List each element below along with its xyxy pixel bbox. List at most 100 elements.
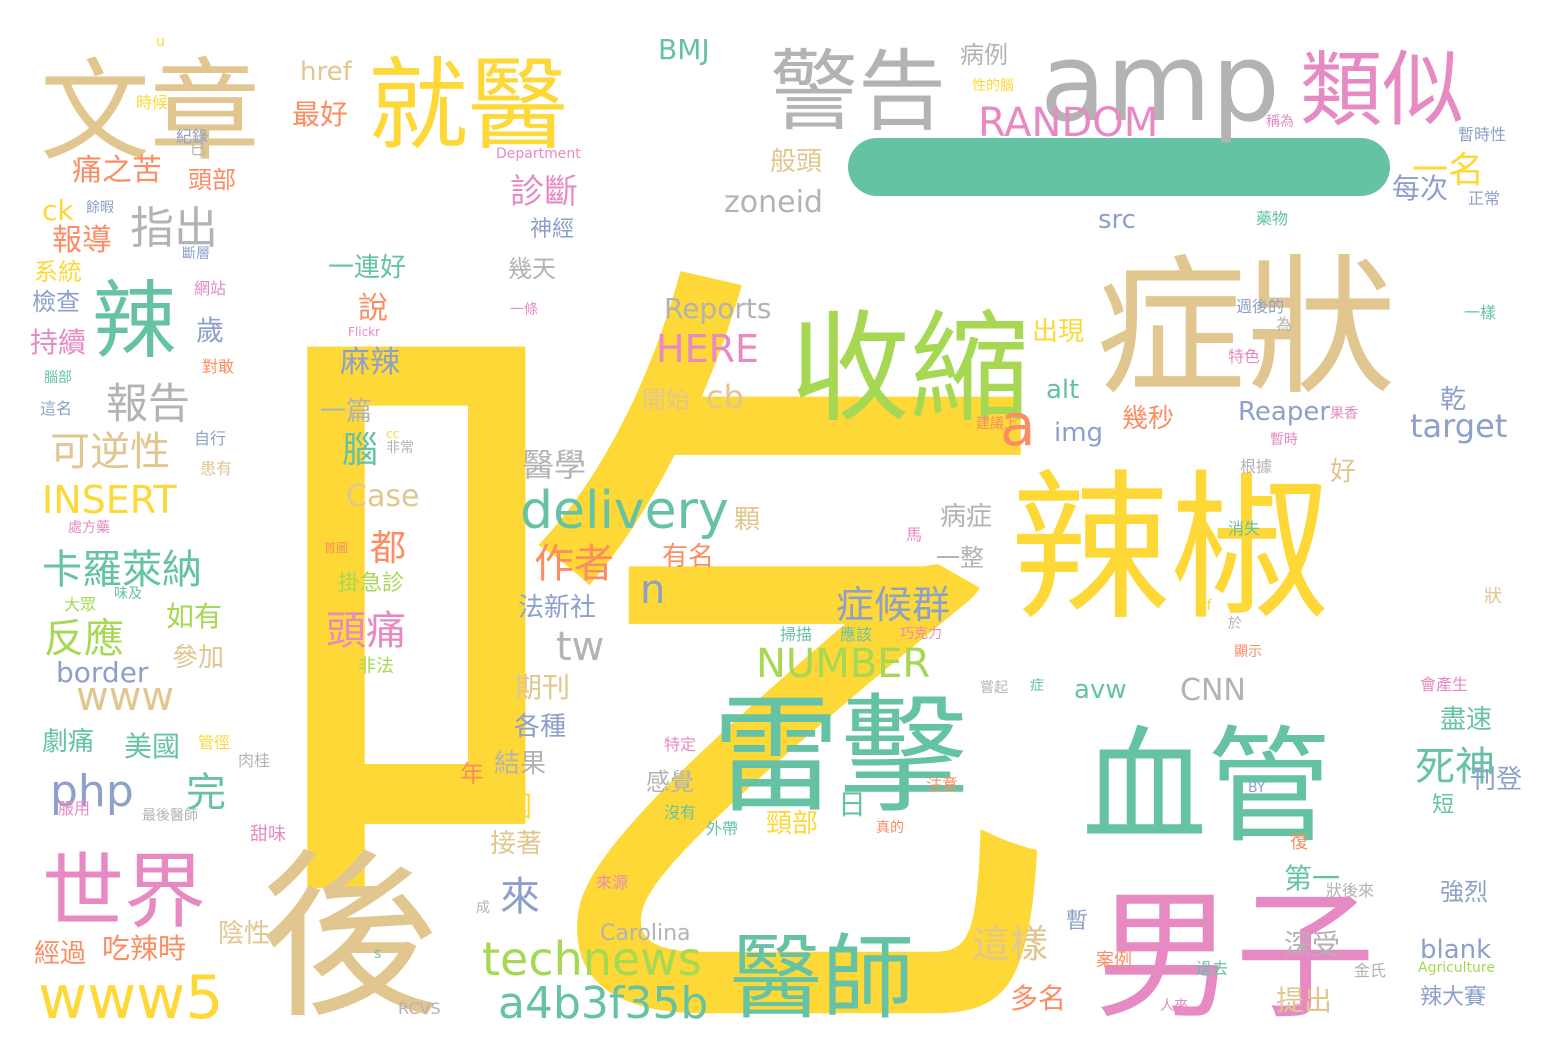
cloud-word: 非法 bbox=[358, 656, 394, 677]
cloud-word: 管徑 bbox=[198, 733, 230, 752]
cloud-word: 劇痛 bbox=[42, 727, 94, 757]
cloud-word: 乾 bbox=[1440, 385, 1466, 415]
cloud-word: amp bbox=[1040, 21, 1280, 146]
cloud-word: 提出 bbox=[1276, 984, 1332, 1017]
cloud-word: 稱為 bbox=[1266, 114, 1294, 130]
cloud-word: 大眾 bbox=[64, 595, 96, 614]
cloud-word: 案例 bbox=[1096, 950, 1132, 971]
cloud-word: 一篇 bbox=[320, 397, 372, 427]
cloud-word: 紀錄 bbox=[176, 127, 208, 146]
cloud-word: 頭痛 bbox=[326, 608, 406, 654]
cloud-word: delivery bbox=[520, 481, 729, 541]
cloud-word: a4b3f35b bbox=[498, 978, 708, 1029]
cloud-word: 最後醫師 bbox=[142, 808, 198, 824]
cloud-word: 醫師 bbox=[730, 925, 914, 1032]
cloud-word: 法新社 bbox=[518, 593, 596, 623]
cloud-word: 應該 bbox=[840, 625, 872, 644]
cloud-word: 最好 bbox=[292, 98, 348, 131]
cloud-word: 一連好 bbox=[328, 253, 406, 283]
cloud-word: BY bbox=[1248, 780, 1266, 796]
cloud-word: u bbox=[156, 34, 165, 50]
cloud-word: php bbox=[50, 766, 134, 817]
cloud-word: 自行 bbox=[194, 429, 226, 448]
cloud-word: 指出 bbox=[130, 203, 218, 254]
cloud-word: 症候群 bbox=[836, 583, 950, 627]
cloud-word: RCVS bbox=[398, 999, 441, 1018]
green-bar-shape bbox=[848, 138, 1390, 196]
cloud-word: 果香 bbox=[1330, 406, 1358, 422]
cloud-word: 症 bbox=[1030, 678, 1044, 694]
cloud-word: 顯示 bbox=[1234, 644, 1262, 660]
cloud-word: 成 bbox=[476, 900, 490, 916]
cloud-word: 巧克力 bbox=[900, 626, 942, 642]
cloud-word: 腦部 bbox=[44, 370, 72, 386]
cloud-word: 英國 bbox=[476, 790, 532, 823]
cloud-word: 醫學 bbox=[522, 446, 586, 484]
cloud-word: 暫 bbox=[1066, 909, 1088, 934]
cloud-word: HERE bbox=[656, 327, 759, 371]
cloud-word: 麻辣 bbox=[340, 345, 400, 380]
cloud-word: 特定 bbox=[664, 735, 696, 754]
cloud-word: 有名 bbox=[662, 542, 714, 572]
cloud-word: 各種 bbox=[514, 712, 566, 742]
cloud-word: www5 bbox=[38, 963, 223, 1033]
cloud-word: 每次 bbox=[1392, 172, 1448, 205]
cloud-word: 吃 bbox=[245, 200, 1065, 1052]
cloud-word: Reaper bbox=[1238, 397, 1330, 427]
cloud-word: 結果 bbox=[494, 749, 546, 779]
cloud-word: BMJ bbox=[658, 33, 710, 66]
cloud-word: 根據 bbox=[1240, 457, 1272, 476]
cloud-word: 這樣 bbox=[972, 922, 1048, 966]
cloud-word: href bbox=[300, 57, 353, 87]
cloud-word: 檢查 bbox=[32, 288, 80, 316]
cloud-word: 服用 bbox=[58, 799, 90, 818]
cloud-word: 世界 bbox=[42, 845, 206, 940]
cloud-word: alt bbox=[1046, 375, 1079, 405]
cloud-word: 辣椒 bbox=[1010, 455, 1330, 642]
cloud-word: 症狀 bbox=[1096, 242, 1396, 416]
cloud-word: 掃描 bbox=[780, 625, 812, 644]
cloud-word: 後 bbox=[260, 834, 440, 1043]
cloud-word: 一樣 bbox=[1464, 303, 1496, 322]
cloud-word: 馬 bbox=[906, 525, 922, 544]
cloud-word: 頸部 bbox=[766, 809, 818, 839]
cloud-word: 金氏 bbox=[1354, 961, 1386, 980]
cloud-word: 年 bbox=[460, 760, 484, 788]
cloud-word: 消失 bbox=[1228, 519, 1260, 538]
cloud-word: 強烈 bbox=[1440, 878, 1488, 906]
cloud-word: 時候 bbox=[136, 93, 168, 112]
cloud-word: 幾天 bbox=[508, 255, 556, 283]
cloud-word: 週後的 bbox=[1236, 297, 1284, 316]
cloud-word: 注意 bbox=[926, 775, 958, 794]
cloud-word: avw bbox=[1074, 675, 1127, 705]
cloud-word: INSERT bbox=[42, 478, 177, 522]
cloud-word: 開始 bbox=[642, 386, 690, 414]
cloud-word: 狀 bbox=[1484, 586, 1502, 607]
cloud-word: 餘暇 bbox=[86, 199, 114, 216]
cloud-word: 非常 bbox=[386, 440, 414, 456]
cloud-word: 暫時性 bbox=[1458, 125, 1506, 144]
cloud-word: cb bbox=[706, 378, 744, 416]
cloud-word: 出現 bbox=[1032, 317, 1084, 347]
cloud-word: 網站 bbox=[194, 279, 226, 298]
cloud-word: 一整 bbox=[936, 544, 984, 572]
cloud-word: 就醫 bbox=[368, 47, 568, 164]
cloud-word: 反應 bbox=[44, 616, 124, 662]
cloud-word: Reports bbox=[664, 292, 771, 325]
cloud-word: 報導 bbox=[52, 223, 112, 258]
cloud-word: 來源 bbox=[596, 873, 628, 892]
cloud-word: 特色 bbox=[1228, 347, 1260, 366]
cloud-word: 會產生 bbox=[1420, 675, 1468, 694]
cloud-word: 文章 bbox=[40, 48, 260, 176]
cloud-word: 斷層 bbox=[182, 246, 210, 262]
cloud-word: 處方藥 bbox=[68, 520, 110, 536]
cloud-word: 正常 bbox=[1468, 189, 1500, 208]
cloud-word: 為 bbox=[1276, 315, 1292, 334]
cloud-word: 深受 bbox=[1284, 928, 1340, 961]
cloud-word: blank bbox=[1420, 935, 1491, 965]
cloud-word: 已 bbox=[190, 139, 206, 158]
cloud-word: 顆 bbox=[734, 505, 760, 535]
cloud-word: 頭部 bbox=[188, 166, 236, 194]
cloud-word: 來 bbox=[500, 874, 540, 920]
